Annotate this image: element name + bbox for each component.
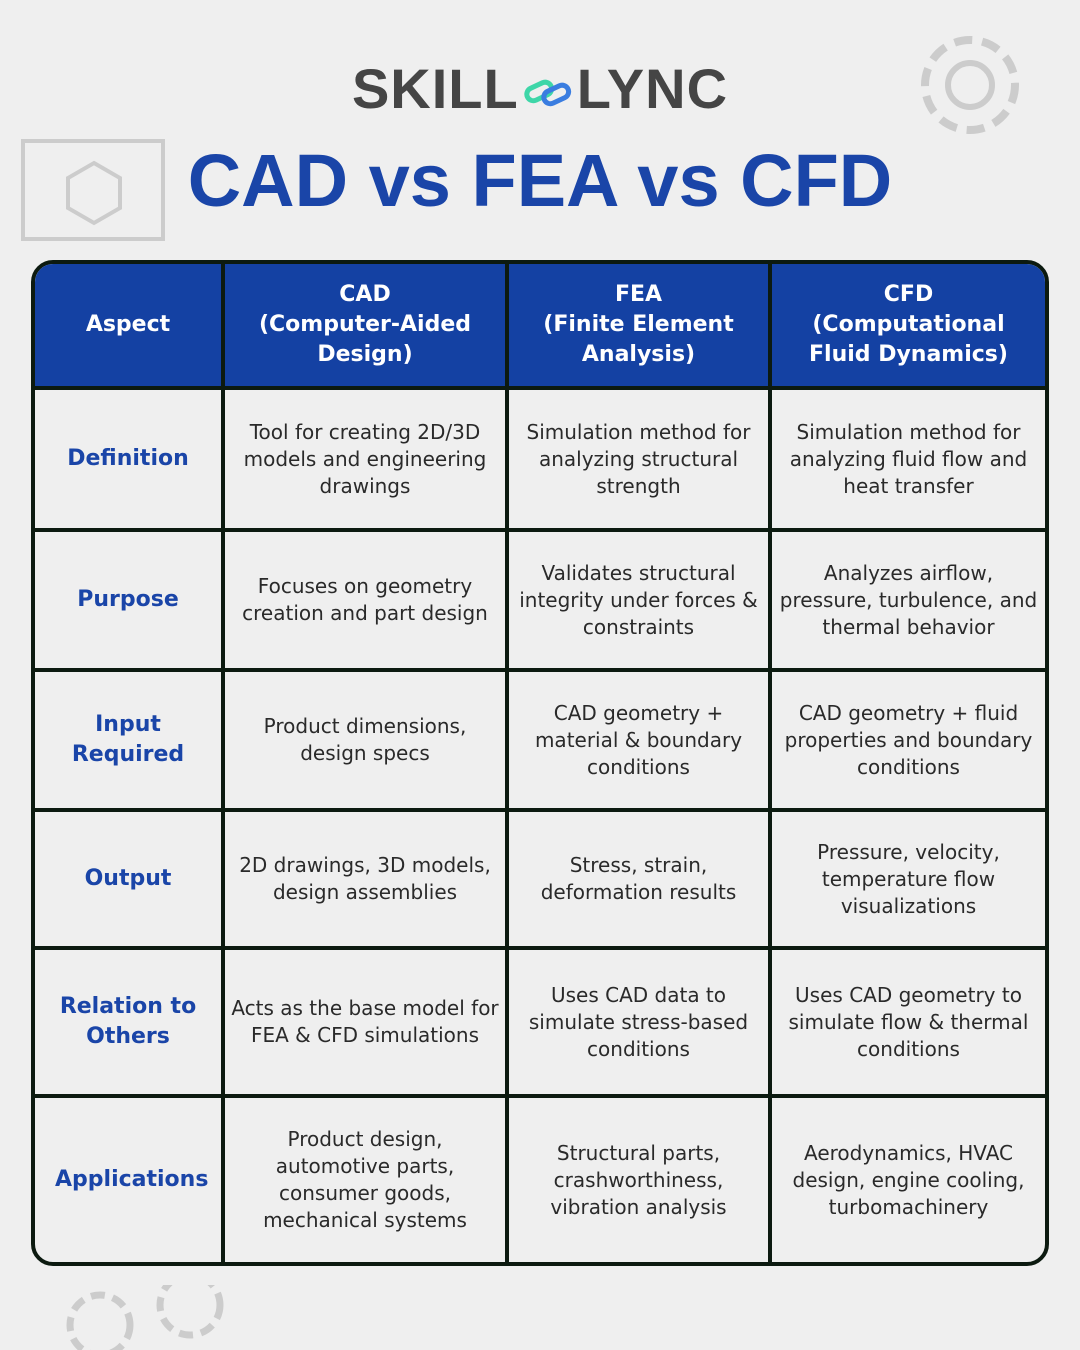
logo-text-right: LYNC [576, 57, 729, 120]
chain-link-icon [524, 79, 571, 107]
cad-cell: Tool for creating 2D/3D models and engin… [225, 390, 509, 532]
gear-icon [921, 36, 1019, 134]
aspect-cell: Input Required [35, 672, 225, 812]
table-row: Output 2D drawings, 3D models, design ass… [35, 812, 1045, 950]
cfd-cell: Uses CAD geometry to simulate flow & the… [772, 950, 1045, 1098]
table-row: Definition Tool for creating 2D/3D models… [35, 390, 1045, 532]
table-row: Applications Product design, automotive p… [35, 1098, 1045, 1262]
fea-cell: Stress, strain, deformation results [509, 812, 772, 950]
header-cad: CAD (Computer-Aided Design) [225, 264, 509, 390]
fea-cell: Uses CAD data to simulate stress-based c… [509, 950, 772, 1098]
fea-cell: CAD geometry + material & boundary condi… [509, 672, 772, 812]
header-fea: FEA (Finite Element Analysis) [509, 264, 772, 390]
header-aspect: Aspect [35, 264, 225, 390]
aspect-cell: Definition [35, 390, 225, 532]
header-cfd: CFD (Computational Fluid Dynamics) [772, 264, 1045, 390]
header-row: Aspect CAD (Computer-Aided Design) FEA (… [35, 264, 1045, 390]
fea-cell: Structural parts, crashworthiness, vibra… [509, 1098, 772, 1262]
cad-cell: Acts as the base model for FEA & CFD sim… [225, 950, 509, 1098]
aspect-cell: Relation to Others [35, 950, 225, 1098]
cfd-cell: Analyzes airflow, pressure, turbulence, … [772, 532, 1045, 672]
cad-monitor-icon [21, 139, 165, 241]
cad-cell: Product design, automotive parts, consum… [225, 1098, 509, 1262]
cad-cell: Focuses on geometry creation and part de… [225, 532, 509, 672]
fea-cell: Simulation method for analyzing structur… [509, 390, 772, 532]
aspect-cell: Purpose [35, 532, 225, 672]
cfd-cell: Aerodynamics, HVAC design, engine coolin… [792, 1140, 1025, 1219]
gear-icon [66, 1285, 224, 1350]
cad-cell: Product dimensions, design specs [225, 672, 509, 812]
logo-text-left: SKILL [351, 57, 519, 120]
table-row: Relation to Others Acts as the base model… [35, 950, 1045, 1098]
cfd-cell: CAD geometry + fluid properties and boun… [772, 672, 1045, 812]
comparison-table: Aspect CAD (Computer-Aided Design) FEA (… [31, 260, 1049, 1266]
page-title: CAD vs FEA vs CFD [187, 139, 893, 222]
cad-cell: 2D drawings, 3D models, design assemblie… [225, 812, 509, 950]
cfd-cell: Simulation method for analyzing fluid fl… [772, 390, 1045, 532]
table-row: Input Required Product dimensions, design… [35, 672, 1045, 812]
skill-lync-logo: SKILL LYNC [0, 56, 1080, 121]
cfd-cell: Pressure, velocity, temperature flow vis… [772, 812, 1045, 950]
fea-cell: Validates structural integrity under for… [509, 532, 772, 672]
table-row: Purpose Focuses on geometry creation and … [35, 532, 1045, 672]
aspect-cell: Output [35, 812, 225, 950]
aspect-cell: Applications [35, 1098, 225, 1262]
